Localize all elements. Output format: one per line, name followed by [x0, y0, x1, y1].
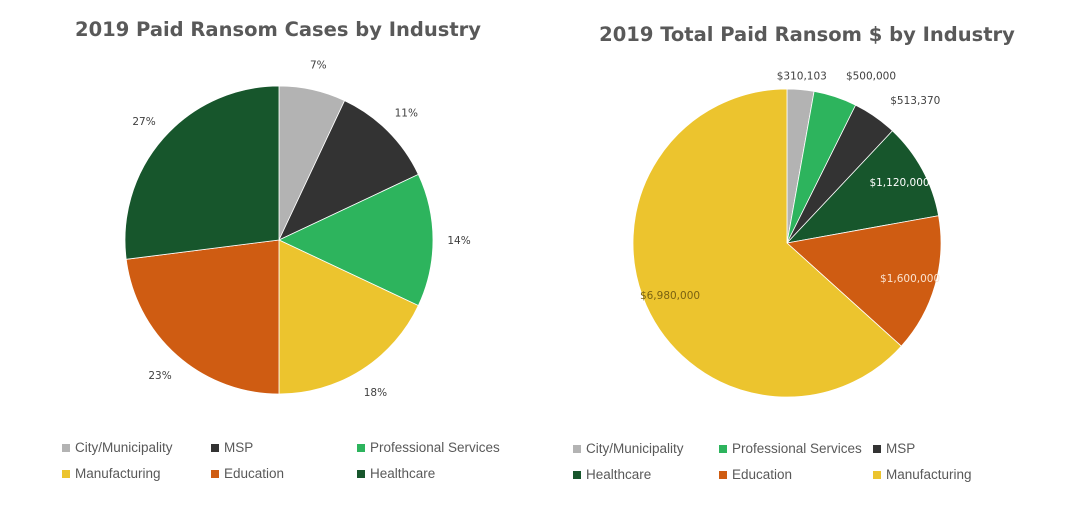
pie-slice-education [125, 239, 280, 395]
data-label-city-municipality: 7% [310, 59, 327, 71]
legend-label: City/Municipality [586, 441, 684, 456]
data-label-manufacturing: 18% [364, 387, 387, 399]
data-label-msp: $513,370 [890, 95, 940, 107]
legend-label: MSP [224, 440, 254, 455]
pie-slice-education [786, 215, 942, 347]
legend-swatch [211, 443, 219, 452]
legend-swatch [357, 443, 365, 452]
legend-label: City/Municipality [75, 440, 173, 455]
legend-label: MSP [886, 441, 916, 456]
legend-swatch [719, 444, 727, 453]
legend-item-education: Education [719, 467, 792, 482]
legend-item-city-municipality: City/Municipality [573, 441, 684, 456]
pie-slice-msp [278, 100, 419, 241]
legend-swatch [873, 444, 881, 453]
pie-slice-manufacturing [278, 239, 419, 395]
legend-label: Healthcare [586, 467, 652, 482]
legend-swatch [719, 470, 727, 479]
legend-item-healthcare: Healthcare [357, 466, 435, 481]
pie-slice-healthcare [785, 130, 940, 244]
legend-label: Manufacturing [75, 466, 161, 481]
legend-label: Professional Services [370, 440, 500, 455]
data-label-education: 23% [148, 370, 171, 382]
legend-item-manufacturing: Manufacturing [62, 466, 161, 481]
legend-swatch [62, 469, 70, 478]
chart-total-dollars-by-industry: 2019 Total Paid Ransom $ by Industry $31… [540, 0, 1080, 527]
legend-swatch [357, 469, 365, 478]
data-label-city-municipality: $310,103 [777, 71, 827, 83]
legend-item-professional-services: Professional Services [357, 440, 500, 455]
legend-item-healthcare: Healthcare [573, 467, 651, 482]
legend-cases: City/Municipality MSP Professional Service… [62, 440, 500, 481]
legend-dollars: City/Municipality Professional Services MS… [540, 0, 1080, 527]
legend-item-city-municipality: City/Municipality [62, 440, 173, 455]
data-label-msp: 11% [395, 108, 418, 120]
pie-chart-cases: 7% 11% 14% 18% 23% 27% [124, 59, 471, 399]
legend-swatch [573, 470, 581, 479]
legend-swatch [62, 443, 70, 452]
legend-item-msp: MSP [211, 440, 253, 455]
legend-item-professional-services: Professional Services [719, 441, 862, 456]
legend-label: Education [732, 467, 793, 482]
chart-title: 2019 Paid Ransom Cases by Industry [75, 18, 481, 41]
legend-item-manufacturing: Manufacturing [873, 467, 972, 482]
legend-item-msp: MSP [873, 441, 915, 456]
legend-label: Education [224, 466, 285, 481]
pie-slice-professional-services [278, 173, 434, 307]
data-label-education: $1,600,000 [880, 273, 940, 285]
legend-label: Healthcare [370, 466, 436, 481]
legend-item-education: Education [211, 466, 284, 481]
legend-swatch [211, 469, 219, 478]
data-label-healthcare: 27% [132, 116, 155, 128]
legend-swatch [873, 470, 881, 479]
chart-title: 2019 Total Paid Ransom $ by Industry [599, 23, 1015, 46]
chart-cases-by-industry: 2019 Paid Ransom Cases by Industry 7% 11%… [62, 18, 500, 481]
pie-slice-manufacturing [632, 88, 902, 398]
pie-chart-dollars: $310,103 $500,000 $513,370 $1,120,000 $1,600… [632, 71, 942, 398]
data-label-professional-services: 14% [447, 235, 470, 247]
data-label-professional-services: $500,000 [846, 71, 896, 83]
data-label-manufacturing: $6,980,000 [640, 290, 700, 302]
legend-label: Manufacturing [886, 467, 972, 482]
legend-swatch [573, 444, 581, 453]
legend-label: Professional Services [732, 441, 862, 456]
data-label-healthcare: $1,120,000 [869, 177, 929, 189]
pie-slice-healthcare [124, 85, 280, 260]
